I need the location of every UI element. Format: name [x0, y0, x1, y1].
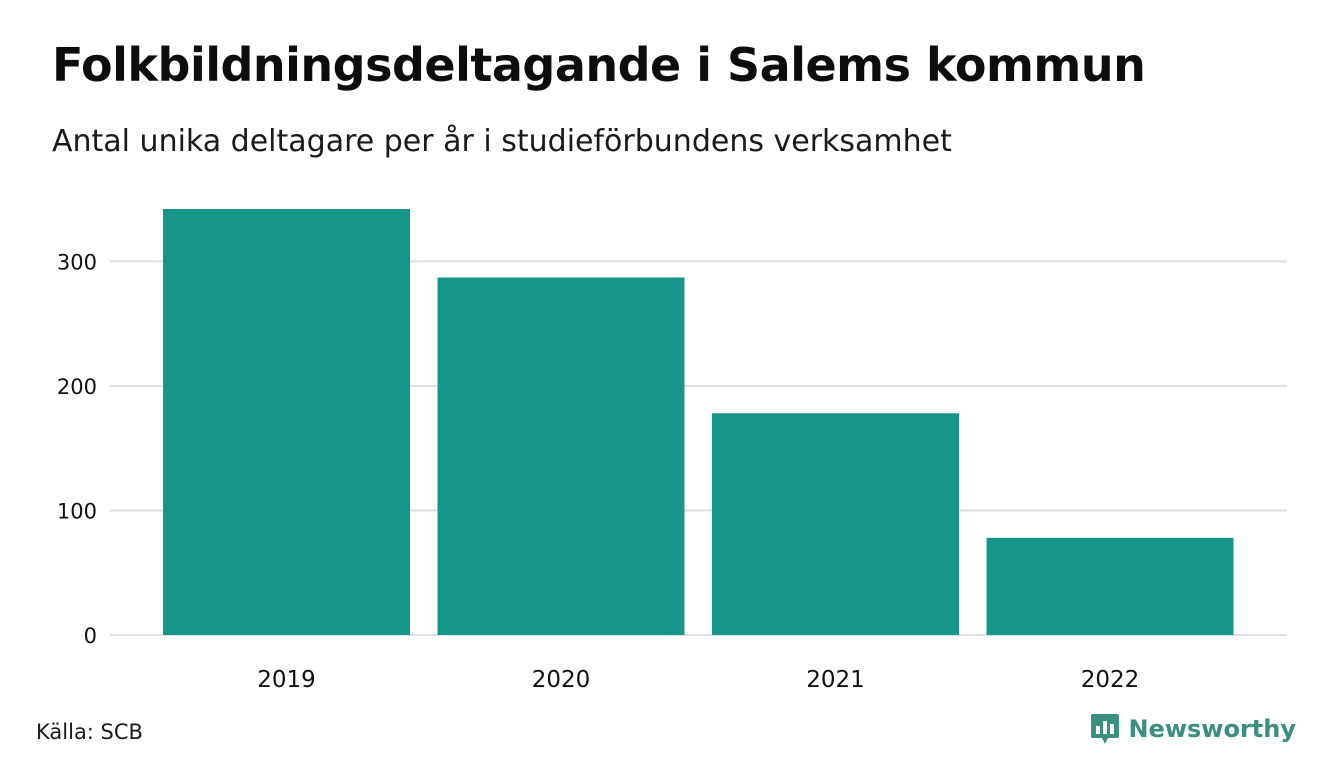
bar-2022 — [986, 537, 1234, 635]
bar-2021 — [712, 413, 959, 635]
x-tick-label: 2019 — [257, 667, 316, 693]
newsworthy-logo-icon — [1091, 714, 1120, 744]
brand-name: Newsworthy — [1128, 715, 1296, 743]
bars — [163, 209, 1234, 635]
y-axis-ticks: 0 100 200 300 — [57, 250, 97, 648]
chart-title: Folkbildningsdeltagande i Salems kommun — [52, 38, 1146, 92]
x-tick-label: 2021 — [806, 667, 865, 693]
bar-2019 — [163, 209, 410, 635]
x-tick-label: 2020 — [532, 667, 591, 693]
y-tick-label: 200 — [57, 375, 97, 399]
y-tick-label: 100 — [57, 499, 97, 523]
bar-2020 — [437, 277, 685, 635]
x-tick-label: 2022 — [1081, 667, 1140, 693]
y-tick-label: 0 — [84, 624, 97, 648]
brand-logo: Newsworthy — [1090, 712, 1296, 746]
y-tick-label: 300 — [57, 250, 97, 274]
chart-subtitle: Antal unika deltagare per år i studieför… — [52, 124, 952, 159]
source-note: Källa: SCB — [36, 720, 143, 744]
x-axis-ticks: 2019 2020 2021 2022 — [257, 667, 1139, 693]
